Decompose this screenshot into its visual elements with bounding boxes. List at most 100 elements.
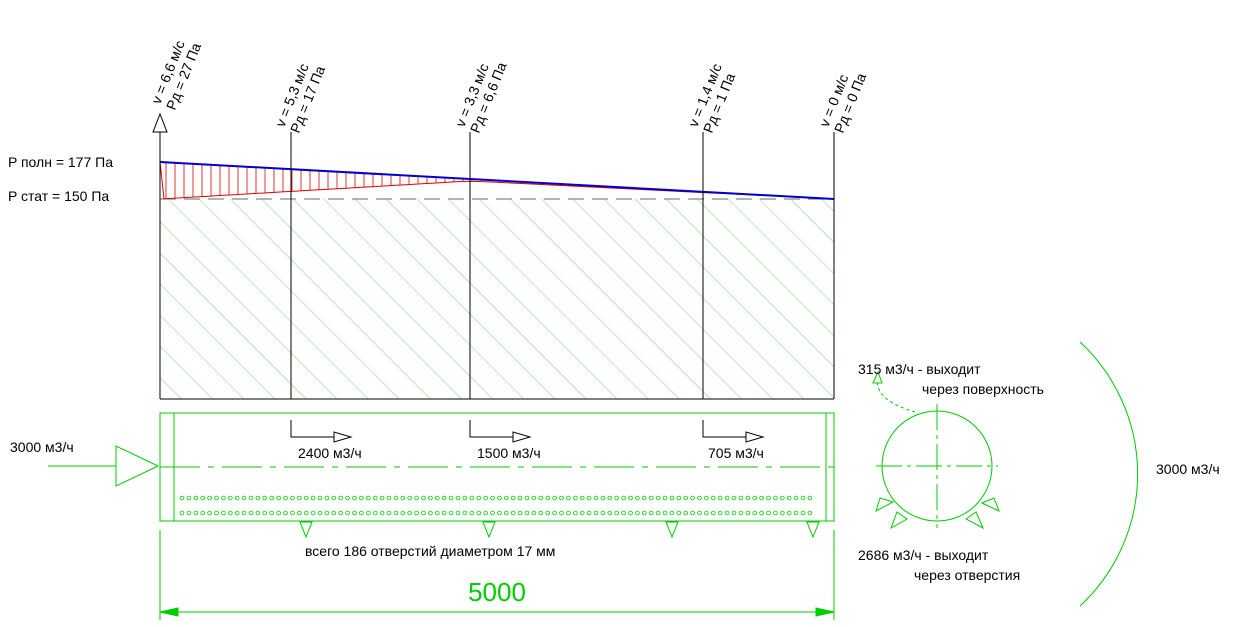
hole-dot [269,495,275,501]
hole-dot [800,510,806,516]
hole-dot [510,510,516,516]
branch-flow-3: 705 м3/ч [708,445,764,461]
hole-dot [345,510,350,516]
hole-dot [434,510,440,516]
hole-dot [310,510,316,516]
total-pressure-label: P полн = 177 Па [8,154,113,170]
hole-dot [607,495,613,501]
hole-dot [690,495,695,501]
hole-dot [255,495,261,501]
hole-dot [290,510,295,516]
hole-dot [317,510,323,516]
hole-dot [448,510,454,516]
hole-dot [407,510,413,516]
section-label-4: v = 1,4 м/с Pд = 1 Па [685,61,738,135]
hole-dot [262,510,268,516]
hole-dot [372,495,378,501]
hole-dot [524,510,530,516]
hole-dot [807,495,813,501]
hole-dot [193,510,199,516]
hole-dot [779,510,785,516]
hole-dot [773,495,778,501]
hole-dot [497,495,502,501]
hole-dot [414,510,419,516]
hole-dot [303,510,309,516]
surface-flow-line-2: через поверхность [922,381,1044,397]
hole-dot [214,510,219,516]
hole-dot [248,510,254,516]
hole-dot [524,495,530,501]
total-flow-label: 3000 м3/ч [1156,461,1220,477]
hole-dot [296,510,302,516]
hole-dot [766,495,771,501]
hole-dot [717,495,723,501]
hole-dot [476,510,482,516]
hole-dot [331,495,337,501]
hole-dot [517,510,523,516]
hole-dot [566,510,571,516]
hole-dot [455,495,461,501]
hole-dot [469,495,475,501]
hole-dot [697,510,702,516]
hole-dot [497,510,502,516]
inlet-arrow [48,445,160,487]
hole-dot [200,495,206,501]
hole-dot [421,510,426,516]
hole-dot [635,495,640,501]
hole-dot [545,495,550,501]
branch-flow-1: 2400 м3/ч [298,445,362,461]
hole-dot [752,495,757,501]
hole-dot [566,495,571,501]
hole-dot [345,495,350,501]
hole-dot [752,510,757,516]
hole-dot [517,495,523,501]
cross-section [872,341,1139,607]
hole-dot [614,495,619,501]
hole-dot [538,495,544,501]
hole-dot [352,495,357,501]
hole-dot [586,495,592,501]
hole-dot [628,510,633,516]
hole-dot [393,510,399,516]
hole-dot [455,510,461,516]
hole-dot [269,510,275,516]
hole-dot [655,510,661,516]
hole-dot [421,495,426,501]
hole-dot [793,510,799,516]
hole-dot [193,495,199,501]
hole-dot [538,510,544,516]
hole-dot [352,510,357,516]
hole-dot [207,510,212,516]
hole-dot [200,510,206,516]
hole-dot [531,495,537,501]
hole-dot [303,495,309,501]
hole-dot [690,510,695,516]
holes-flow-line-2: через отверстия [914,567,1020,583]
section-label-1: v = 6,6 м/с Pд = 27 Па [148,38,204,112]
hole-dot [400,495,406,501]
hole-dot [731,495,737,501]
section-label-3: v = 3,3 м/с Pд = 6,6 Па [452,60,510,135]
hole-rows [179,495,813,516]
hole-dot [296,495,302,501]
hole-dot [186,495,192,501]
hole-dot [759,510,764,516]
hole-dot [283,495,288,501]
branch-flow-2: 1500 м3/ч [477,445,541,461]
hole-dot [593,510,599,516]
hole-dot [365,495,371,501]
hole-dot [704,510,709,516]
hole-dot [572,495,578,501]
hole-dot [683,510,688,516]
hole-dot [276,495,281,501]
hole-dot [683,495,688,501]
hole-dot [359,510,364,516]
hole-dot [503,510,509,516]
hole-dot [476,495,482,501]
hole-dot [221,510,226,516]
hole-dot [365,510,371,516]
hole-dot [731,510,737,516]
hole-dot [241,510,247,516]
static-pressure-area [160,198,834,400]
surface-flow-line-1: 315 м3/ч - выходит [858,361,981,377]
